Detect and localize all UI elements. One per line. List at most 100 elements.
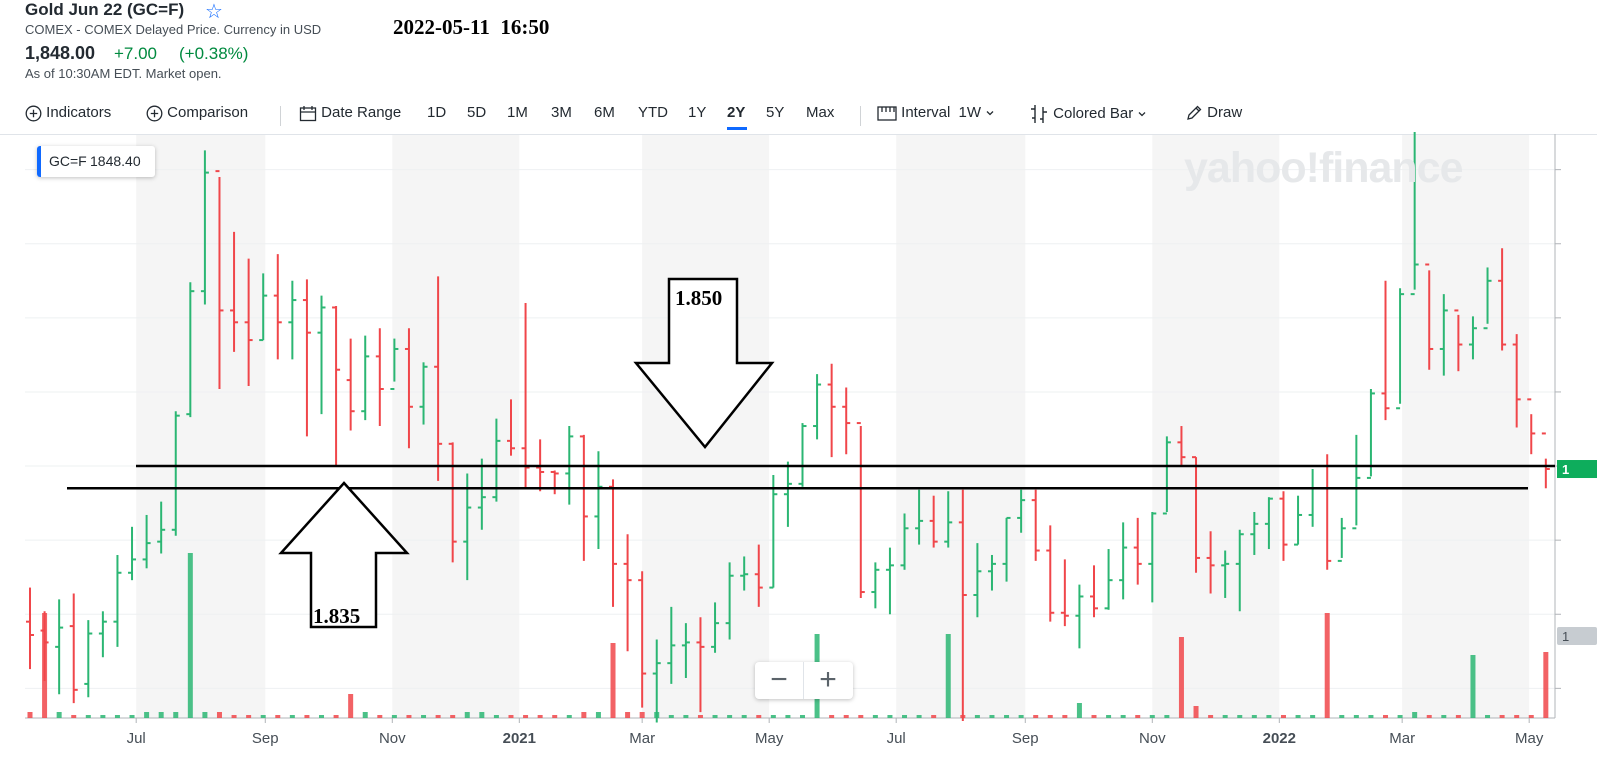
ohlc-bar xyxy=(944,491,953,548)
ohlc-bar xyxy=(419,362,428,425)
range-1y[interactable]: 1Y xyxy=(688,104,707,121)
volume-bar xyxy=(1353,715,1359,718)
volume-bar xyxy=(1397,715,1403,718)
ohlc-bar xyxy=(769,474,778,589)
ohlc-bar xyxy=(230,231,239,352)
ohlc-bar xyxy=(856,422,865,598)
indicators-button[interactable]: Indicators xyxy=(25,104,111,122)
volume-bar xyxy=(595,712,601,718)
volume-bar xyxy=(1310,715,1316,718)
ohlc-bar xyxy=(754,544,763,607)
volume-bar xyxy=(610,643,616,718)
ohlc-bar xyxy=(98,611,107,658)
plus-circle-icon xyxy=(25,105,42,121)
volume-bar xyxy=(27,712,33,718)
ohlc-bar xyxy=(681,623,690,678)
ohlc-bar xyxy=(667,606,676,684)
ohlc-bar xyxy=(1060,559,1069,627)
range-5d[interactable]: 5D xyxy=(467,104,487,121)
series-legend[interactable]: GC=F 1848.40 xyxy=(37,146,155,177)
ohlc-bar xyxy=(1250,511,1259,555)
ohlc-bar xyxy=(638,571,647,708)
volume-bar xyxy=(1004,715,1010,718)
legend-value: 1848.40 xyxy=(90,153,141,169)
x-tick-label: Mar xyxy=(1389,730,1415,747)
ohlc-bar xyxy=(1235,529,1244,612)
range-ytd[interactable]: YTD xyxy=(638,104,668,121)
volume-bar xyxy=(785,715,791,718)
zoom-out-button[interactable]: − xyxy=(770,663,788,696)
quote-change-percent: (+0.38%) xyxy=(179,44,249,63)
ohlc-bar xyxy=(1454,309,1463,372)
ohlc-bar xyxy=(1308,469,1317,527)
ohlc-bar xyxy=(26,587,34,670)
comparison-button[interactable]: Comparison xyxy=(146,104,248,122)
range-1m[interactable]: 1M xyxy=(507,104,528,121)
chart-type-dropdown[interactable]: Colored Bar xyxy=(1029,104,1147,124)
shade-band xyxy=(896,135,1026,718)
volume-bar xyxy=(289,715,295,718)
x-tick-label: Jul xyxy=(127,730,146,747)
period-shading xyxy=(136,135,1530,718)
shade-band xyxy=(1402,135,1530,718)
x-tick-label: Sep xyxy=(252,730,279,747)
timestamp: 2022-05-11 16:50 xyxy=(393,15,550,39)
ohlc-bar xyxy=(434,276,443,481)
volume-bar xyxy=(756,715,762,718)
ohlc-bar xyxy=(1221,550,1230,598)
ohlc-bar xyxy=(157,501,166,554)
ohlc-bar xyxy=(987,554,996,591)
ohlc-bar xyxy=(215,170,224,389)
plus-circle-icon xyxy=(146,105,163,121)
range-5y[interactable]: 5Y xyxy=(766,104,785,121)
ohlc-bar xyxy=(332,305,341,467)
interval-dropdown[interactable]: Interval 1W xyxy=(877,104,995,122)
volume-bar xyxy=(202,712,208,718)
range-1d[interactable]: 1D xyxy=(427,104,447,121)
range-6m[interactable]: 6M xyxy=(594,104,615,121)
volume-bar xyxy=(391,715,397,718)
price-chart[interactable]: Jul Sep Nov 2021 Mar May Jul Sep Nov 2022 Mar May 1… xyxy=(0,132,1597,772)
x-tick-label: Jul xyxy=(887,730,906,747)
ohlc-bar xyxy=(696,617,705,713)
zoom-divider xyxy=(803,662,804,699)
range-2y[interactable]: 2Y xyxy=(727,104,746,121)
ohlc-bar xyxy=(390,338,399,390)
volume-bar xyxy=(552,715,558,718)
date-range-button[interactable]: Date Range xyxy=(299,104,401,122)
ohlc-bar xyxy=(113,554,122,647)
volume-bar xyxy=(683,715,689,718)
ohlc-bar xyxy=(404,328,413,449)
ohlc-bar xyxy=(1017,489,1026,533)
ohlc-bar xyxy=(740,556,749,591)
range-3m[interactable]: 3M xyxy=(551,104,572,121)
ohlc-bar xyxy=(1439,294,1448,376)
volume-bar xyxy=(333,715,339,718)
volume-bar xyxy=(71,715,77,718)
x-tick-label: Mar xyxy=(629,730,655,747)
volume-bar xyxy=(260,715,266,718)
volume-bar xyxy=(1543,652,1549,718)
volume-bar xyxy=(945,634,951,718)
volume-bar xyxy=(799,715,805,718)
ohlc-bar xyxy=(288,280,297,360)
ohlc-bar xyxy=(842,387,851,455)
lower-level-label: 1.835 xyxy=(313,604,361,628)
ohlc-bar xyxy=(506,399,515,456)
ohlc-bar xyxy=(1410,132,1419,296)
volume-bar xyxy=(1106,715,1112,718)
pencil-icon xyxy=(1187,105,1202,120)
volume-bar xyxy=(1280,715,1286,718)
shade-band xyxy=(392,135,520,718)
upper-level-label: 1.850 xyxy=(675,286,723,310)
volume-bar xyxy=(1295,715,1301,718)
zoom-in-button[interactable]: + xyxy=(819,663,837,696)
draw-button[interactable]: Draw xyxy=(1185,104,1242,122)
volume-bar xyxy=(668,715,674,718)
ohlc-bar xyxy=(550,470,559,495)
yahoo-finance-logo: yahoo!finance xyxy=(1184,144,1463,192)
range-max[interactable]: Max xyxy=(806,104,835,121)
star-icon[interactable]: ☆ xyxy=(205,1,223,23)
volume-bar xyxy=(158,712,164,718)
volume-bar xyxy=(464,712,470,718)
